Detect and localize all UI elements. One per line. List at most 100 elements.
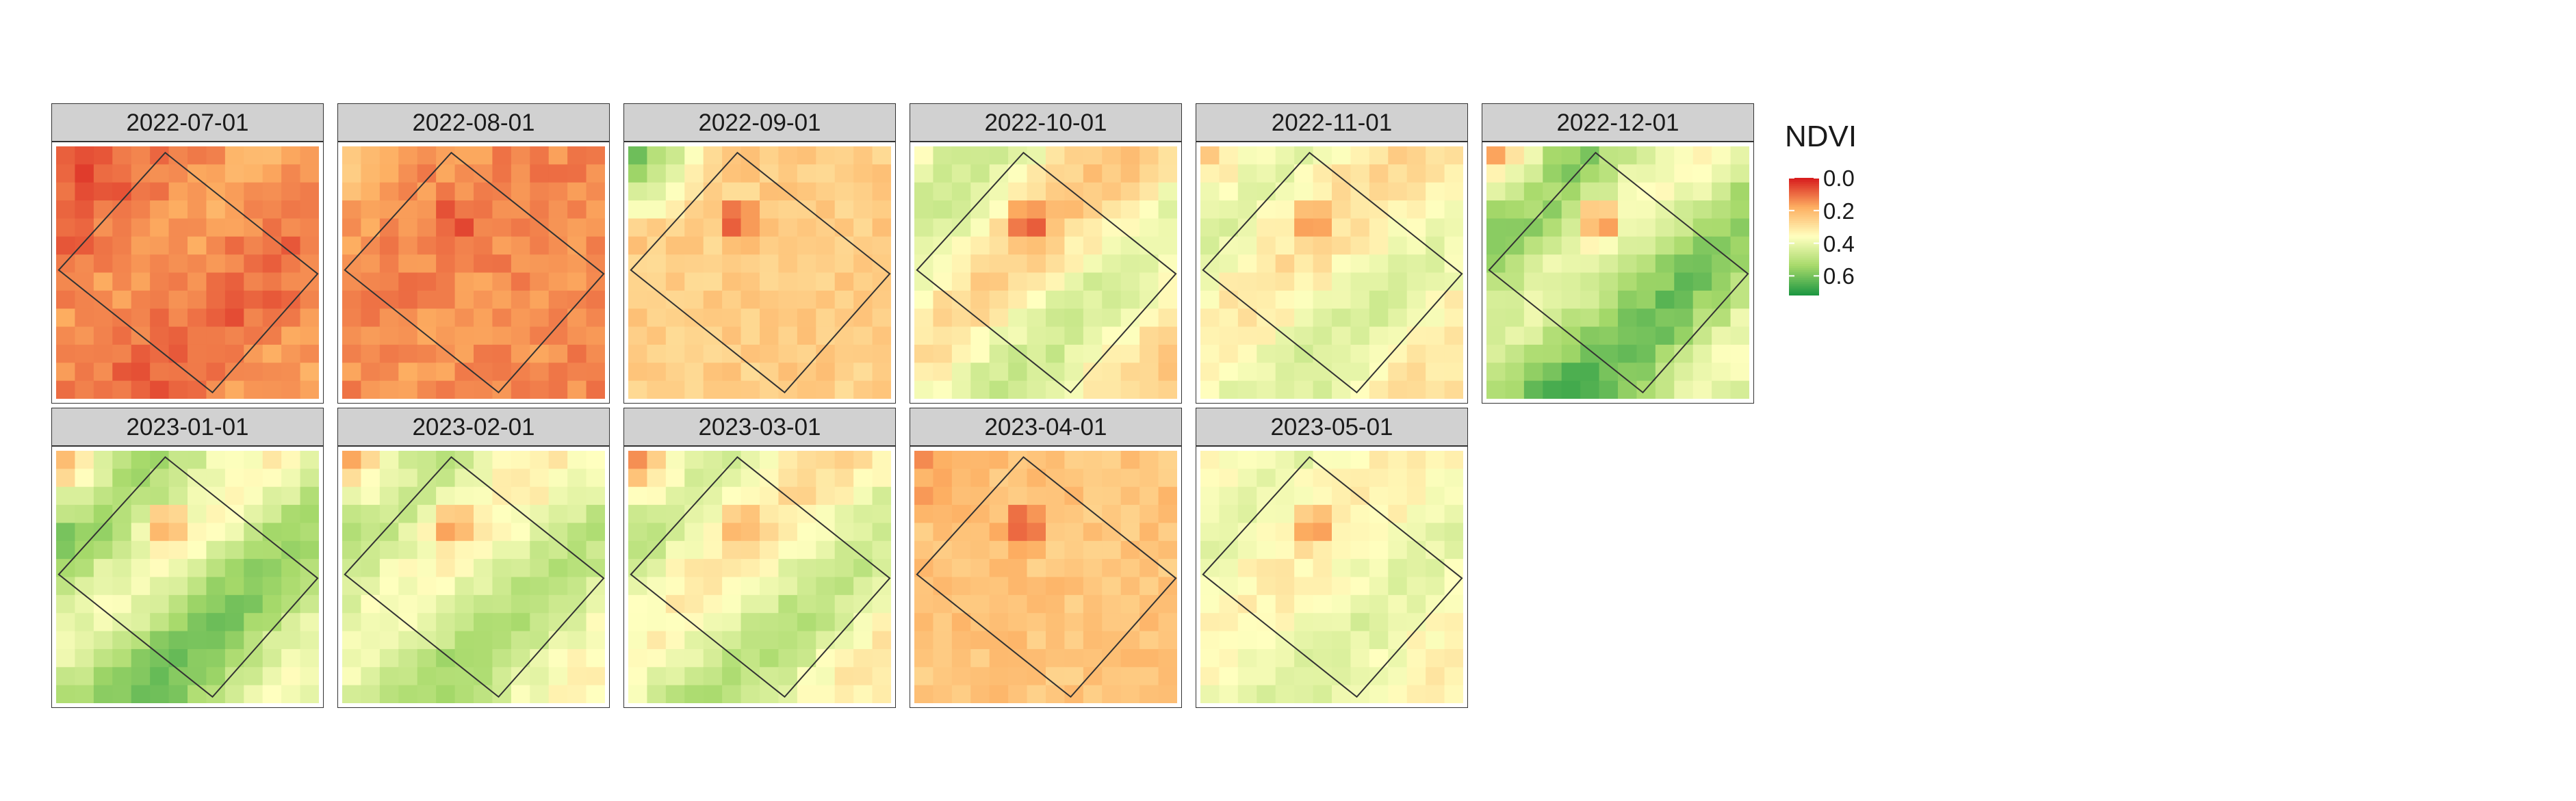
heatmap-cell [1388,200,1408,220]
heatmap-cell [1102,200,1122,220]
heatmap-cell [1444,308,1463,328]
heatmap-cell [760,254,780,274]
heatmap-cell [417,344,437,363]
heatmap-cell [1332,469,1352,488]
heatmap-cell [75,613,94,632]
heatmap-cell [703,200,723,220]
heatmap-cell [1200,648,1220,668]
heatmap-cell [530,200,550,220]
heatmap-cell [454,577,474,596]
heatmap-cell [1046,486,1066,505]
heatmap-cell [1257,182,1276,201]
heatmap-cell [206,236,226,255]
heatmap-cell [1444,344,1463,363]
heatmap-cell [778,326,798,345]
heatmap-cell [1219,146,1239,165]
heatmap-cell [1083,164,1103,183]
heatmap-cell [797,594,816,614]
heatmap-cell [816,505,836,524]
heatmap-cell [1580,290,1600,309]
heatmap-cell [511,380,530,399]
heatmap-cell [1580,380,1600,399]
heatmap-cell [853,363,873,382]
heatmap-cell [797,182,816,201]
heatmap-cell [1237,451,1257,469]
heatmap-cell [342,146,362,165]
heatmap-cell [454,200,474,220]
heatmap-cell [474,577,493,596]
heatmap-cell [93,236,113,255]
heatmap-cell [1426,667,1445,686]
heatmap-cell [436,182,456,201]
heatmap-cell [1332,613,1352,632]
heatmap-cell [436,326,456,345]
heatmap-cell [1580,164,1600,183]
heatmap-cell [361,363,381,382]
colorbar-segment [1789,226,1819,230]
heatmap-cell [112,648,132,668]
heatmap-cell [342,182,362,201]
heatmap-cell [1257,164,1276,183]
heatmap-cell [492,451,512,469]
colorbar-segment [1789,205,1819,208]
heatmap-cell [970,146,990,165]
heatmap-cell [1369,631,1389,650]
heatmap-cell [188,272,207,291]
heatmap-cell [281,451,301,469]
heatmap-cell [567,505,587,524]
heatmap-cell [1294,218,1314,237]
heatmap-cell [834,685,854,703]
heatmap-cell [872,594,891,614]
heatmap-cell [567,469,587,488]
heatmap-cell [379,146,399,165]
heatmap-cell [647,290,667,309]
heatmap-cell [75,344,94,363]
heatmap-cell [722,577,742,596]
heatmap-cell [93,685,113,703]
heatmap-cell [1102,380,1122,399]
heatmap-cell [342,363,362,382]
heatmap-cell [1257,254,1276,274]
heatmap-cell [1219,254,1239,274]
heatmap-cell [778,631,798,650]
heatmap-cell [417,667,437,686]
heatmap-cell [1313,505,1332,524]
heatmap-cell [1406,469,1426,488]
colorbar-segment [1789,209,1819,212]
heatmap-cell [1294,631,1314,650]
heatmap-cell [1008,272,1028,291]
heatmap-cell [206,272,226,291]
heatmap-cell [872,685,891,703]
colorbar-segment [1789,185,1819,188]
heatmap-cell [933,613,953,632]
heatmap-cell [1027,272,1046,291]
heatmap-cell [361,667,381,686]
heatmap-cell [1636,218,1656,237]
heatmap-cell [1275,577,1295,596]
heatmap-cell [1083,326,1103,345]
heatmap-cell [112,218,132,237]
heatmap-cell [665,254,685,274]
heatmap-cell [1219,326,1239,345]
heatmap-cell [436,648,456,668]
heatmap-cell [417,363,437,382]
heatmap-cell [586,182,605,201]
heatmap-cell [628,685,648,703]
heatmap-cell [1219,577,1239,596]
heatmap-cell [914,164,934,183]
heatmap-cell [262,146,282,165]
heatmap-cell [797,523,816,542]
heatmap-cell [492,254,512,274]
heatmap-cell [1219,540,1239,560]
heatmap-cell [1543,182,1562,201]
heatmap-cell [1120,380,1140,399]
heatmap-cell [1294,308,1314,328]
heatmap-cell [1599,254,1619,274]
heatmap-cell [586,685,605,703]
heatmap-cell [1561,218,1581,237]
heatmap-cell [436,505,456,524]
heatmap-cell [989,613,1009,632]
heatmap-cell [548,451,568,469]
heatmap-cell [1369,254,1389,274]
heatmap-cell [1674,182,1694,201]
